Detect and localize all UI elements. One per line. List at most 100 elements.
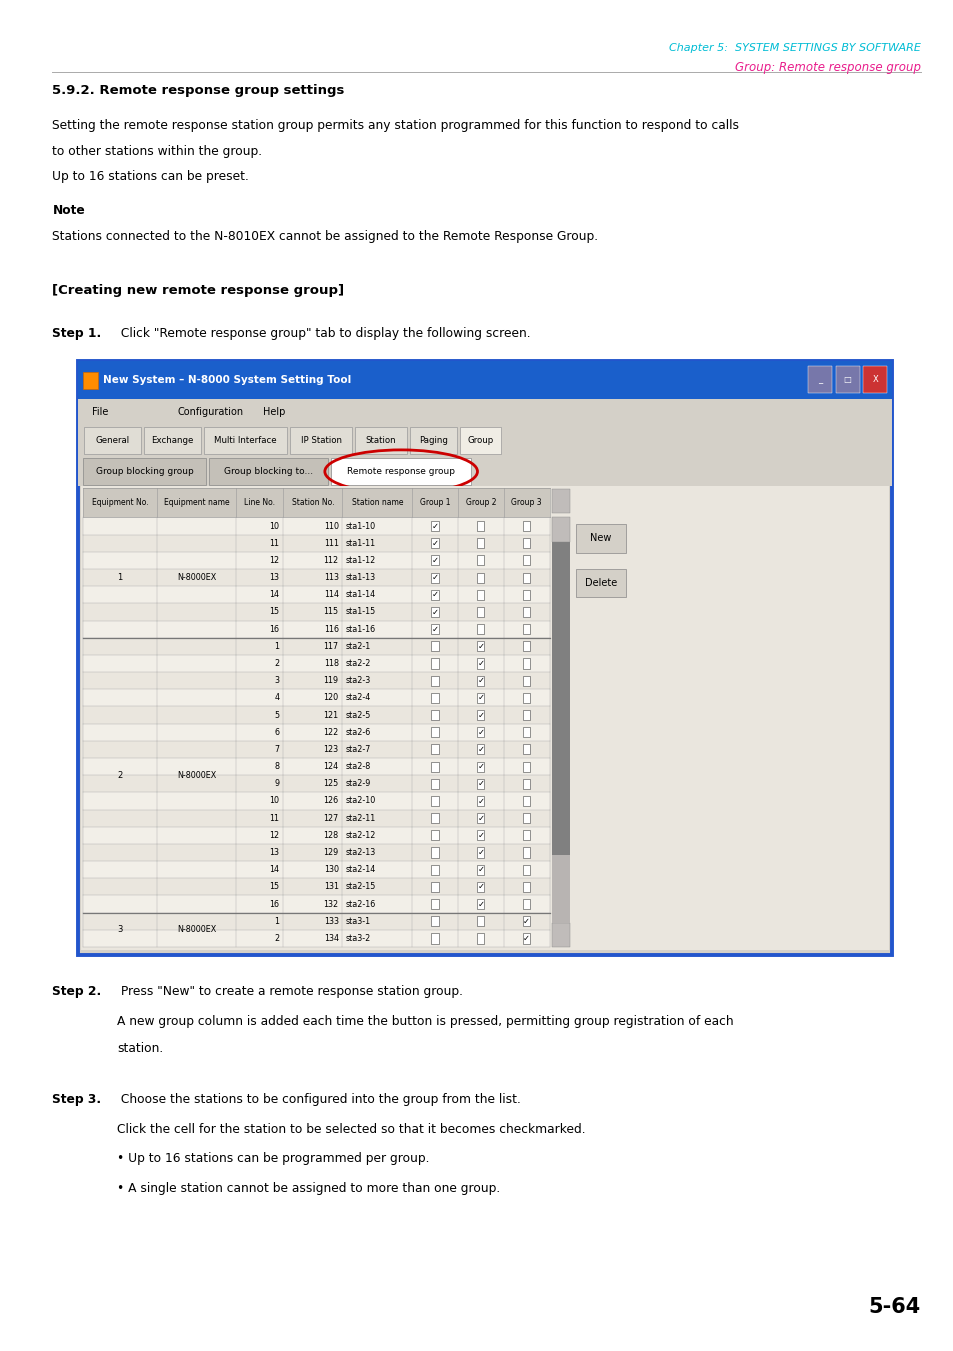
Bar	[476, 589, 484, 600]
Bar	[522, 607, 530, 617]
Bar	[476, 882, 484, 892]
Bar	[83, 535, 549, 551]
Text: N-8000EX: N-8000EX	[176, 925, 216, 935]
Text: sta2-12: sta2-12	[345, 831, 375, 840]
Text: 1: 1	[274, 642, 279, 651]
Text: Step 3.: Step 3.	[52, 1093, 101, 1106]
Bar	[522, 882, 530, 892]
Text: Configuration: Configuration	[177, 407, 243, 417]
Text: Group: Group	[467, 436, 493, 444]
Bar	[522, 916, 530, 927]
Bar	[431, 744, 438, 754]
Bar	[552, 923, 569, 947]
Bar	[83, 929, 549, 947]
Text: sta3-2: sta3-2	[345, 934, 370, 943]
Text: Step 2.: Step 2.	[52, 985, 102, 998]
Bar	[522, 727, 530, 738]
Text: New System – N-8000 System Setting Tool: New System – N-8000 System Setting Tool	[103, 374, 351, 385]
Text: 111: 111	[323, 539, 338, 547]
Text: sta1-11: sta1-11	[345, 539, 375, 547]
Bar	[431, 882, 438, 892]
Bar	[83, 740, 549, 758]
Bar	[290, 427, 352, 454]
Bar	[476, 727, 484, 738]
Bar	[431, 796, 438, 807]
Text: 2: 2	[117, 770, 123, 780]
Text: Equipment name: Equipment name	[164, 499, 229, 507]
Bar	[431, 865, 438, 875]
Text: Exchange: Exchange	[152, 436, 193, 444]
Text: 119: 119	[323, 677, 338, 685]
Bar	[522, 538, 530, 549]
Text: ✓: ✓	[476, 744, 484, 754]
Text: Station No.: Station No.	[292, 499, 334, 507]
Bar	[476, 744, 484, 754]
Bar	[83, 655, 549, 671]
Text: to other stations within the group.: to other stations within the group.	[52, 145, 262, 158]
Text: _: _	[817, 376, 821, 384]
Bar	[78, 457, 891, 486]
Text: ✓: ✓	[476, 848, 484, 857]
Text: 14: 14	[270, 865, 279, 874]
Text: Delete: Delete	[584, 578, 617, 588]
Bar	[522, 658, 530, 669]
Text: sta2-4: sta2-4	[345, 693, 370, 703]
Text: Help: Help	[263, 407, 285, 417]
Text: ✓: ✓	[431, 624, 438, 634]
Bar	[476, 521, 484, 531]
Bar	[83, 775, 549, 793]
Bar	[431, 711, 438, 720]
Text: Line No.: Line No.	[244, 499, 274, 507]
Text: Remote response group: Remote response group	[347, 467, 455, 476]
Text: Multi Interface: Multi Interface	[214, 436, 276, 444]
Text: ✓: ✓	[476, 693, 484, 703]
Text: ✓: ✓	[476, 865, 484, 874]
Bar	[83, 620, 549, 638]
Text: 116: 116	[323, 624, 338, 634]
FancyBboxPatch shape	[78, 361, 891, 955]
Text: 5-64: 5-64	[867, 1297, 920, 1317]
Bar	[476, 898, 484, 909]
Bar	[83, 878, 549, 896]
Text: sta2-9: sta2-9	[345, 780, 371, 788]
Text: 126: 126	[323, 797, 338, 805]
Text: 1: 1	[117, 573, 123, 582]
Text: 13: 13	[270, 573, 279, 582]
Text: 16: 16	[270, 900, 279, 909]
Bar	[78, 361, 891, 399]
Text: 3: 3	[117, 925, 123, 935]
Text: sta2-7: sta2-7	[345, 744, 371, 754]
Bar	[83, 707, 549, 724]
Bar	[807, 366, 831, 393]
Text: 12: 12	[269, 555, 279, 565]
Text: 112: 112	[323, 555, 338, 565]
Text: ✓: ✓	[476, 882, 484, 892]
Bar	[552, 517, 569, 542]
Bar	[83, 551, 549, 569]
Text: 12: 12	[269, 831, 279, 840]
Text: Click the cell for the station to be selected so that it becomes checkmarked.: Click the cell for the station to be sel…	[117, 1123, 585, 1136]
Bar	[835, 366, 859, 393]
Bar	[83, 913, 549, 929]
Text: 130: 130	[323, 865, 338, 874]
Bar	[522, 831, 530, 840]
Bar	[522, 847, 530, 858]
Text: 15: 15	[269, 882, 279, 892]
Bar	[522, 796, 530, 807]
Bar	[476, 762, 484, 771]
Bar	[431, 555, 438, 566]
Text: Chapter 5:  SYSTEM SETTINGS BY SOFTWARE: Chapter 5: SYSTEM SETTINGS BY SOFTWARE	[668, 43, 920, 53]
Bar	[83, 896, 549, 913]
Bar	[78, 426, 891, 457]
Bar	[410, 427, 456, 454]
Bar	[476, 555, 484, 566]
Text: 2: 2	[274, 659, 279, 667]
Bar	[552, 855, 569, 923]
Bar	[476, 693, 484, 703]
Bar	[209, 458, 328, 485]
Bar	[476, 831, 484, 840]
Bar	[476, 711, 484, 720]
Text: N-8000EX: N-8000EX	[176, 573, 216, 582]
Text: 13: 13	[270, 848, 279, 857]
Text: Note: Note	[52, 204, 85, 218]
